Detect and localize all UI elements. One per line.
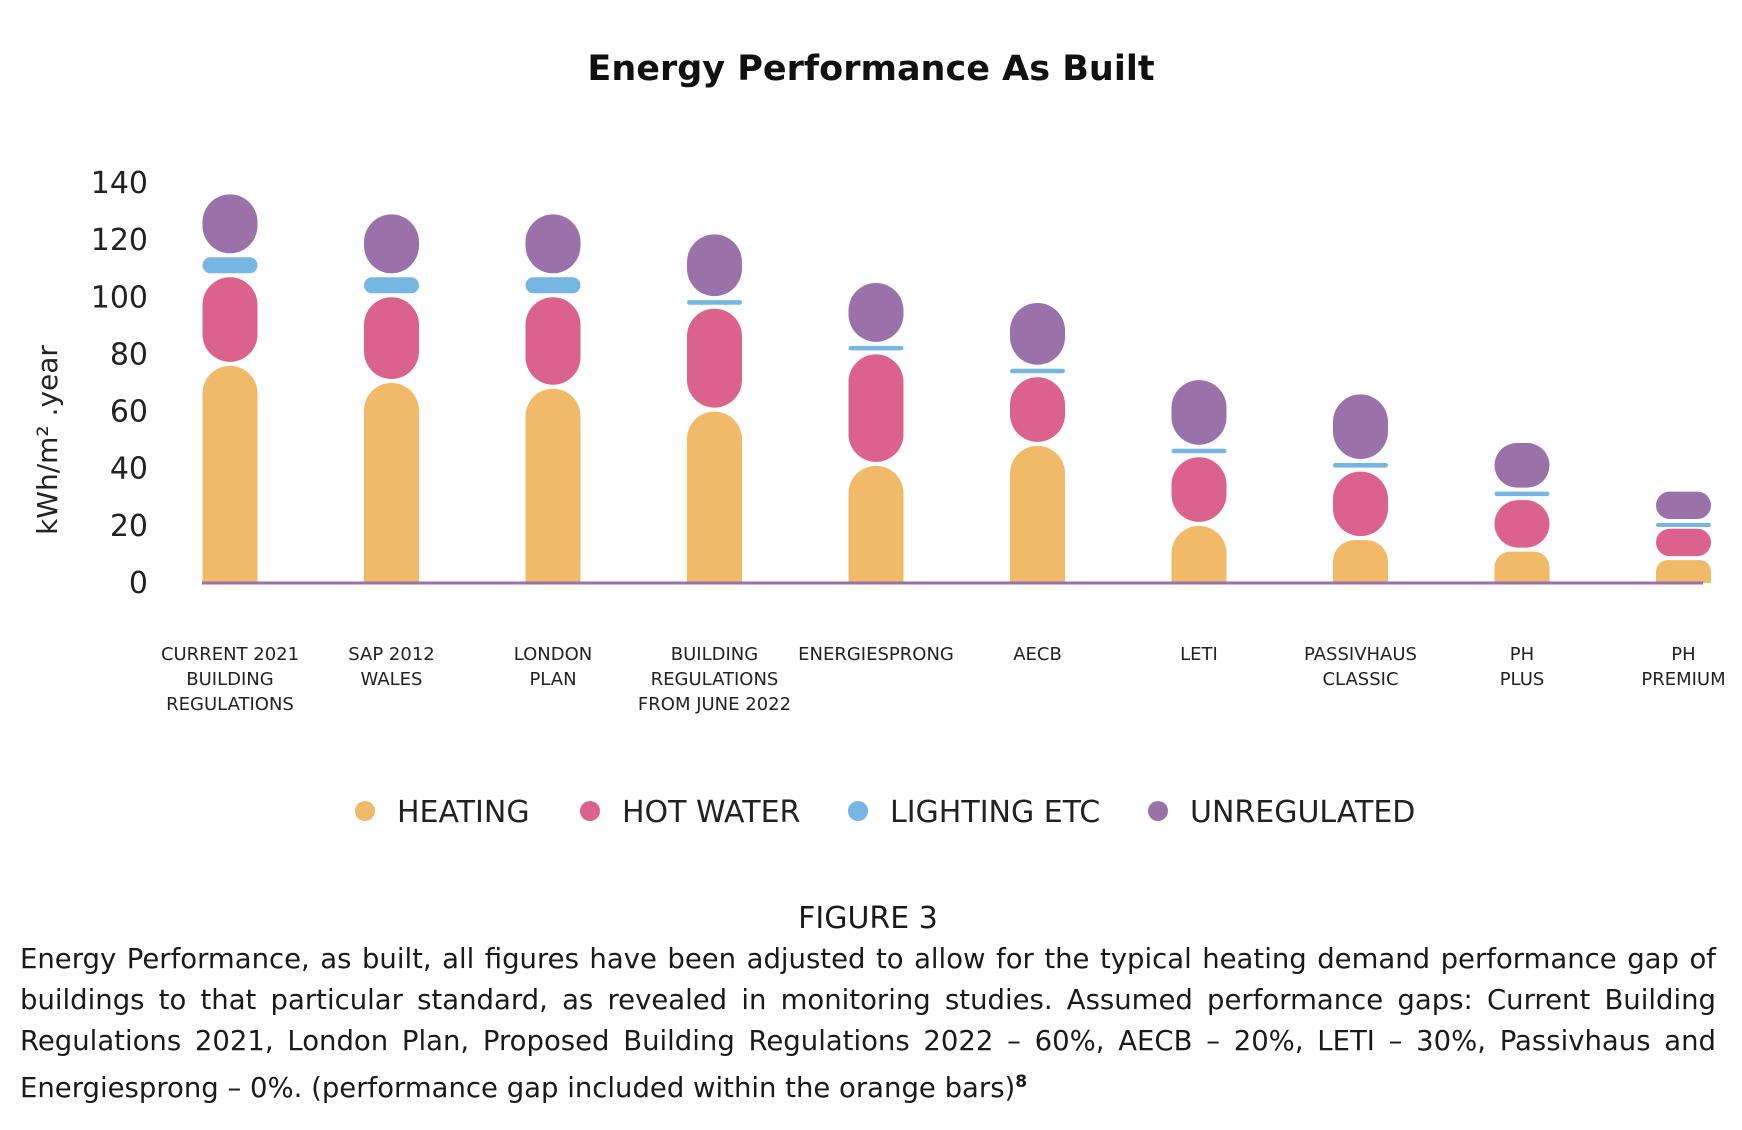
bar-lighting-etc xyxy=(364,277,419,294)
bar-lighting-etc xyxy=(1171,448,1227,454)
bar-lighting-etc xyxy=(687,300,742,305)
bar-hot-water xyxy=(687,308,742,408)
legend-label: HEATING xyxy=(397,795,530,830)
figure-label: FIGURE 3 xyxy=(798,901,938,936)
x-category-label: REGULATIONS xyxy=(651,669,779,690)
legend: HEATING HOT WATER LIGHTING ETC UNREGULATED xyxy=(355,795,1415,830)
bar-unregulated xyxy=(1171,380,1227,445)
bar-heating-base xyxy=(1656,571,1711,583)
bar-lighting-etc xyxy=(1333,463,1388,468)
y-tick-label: 80 xyxy=(110,337,148,372)
bar-unregulated xyxy=(202,194,258,254)
x-category-label: BUILDING xyxy=(186,669,273,690)
bar-hot-water xyxy=(1171,457,1227,522)
y-tick-label: 120 xyxy=(91,223,148,258)
bars xyxy=(202,194,1711,583)
bar-hot-water xyxy=(525,297,581,385)
bar-unregulated xyxy=(525,214,581,274)
bar-unregulated xyxy=(364,214,419,274)
bar-heating-base xyxy=(1010,514,1065,583)
bar-hot-water xyxy=(364,297,419,379)
x-category-label: PASSIVHAUS xyxy=(1304,644,1417,665)
legend-swatch xyxy=(355,801,375,821)
bar-lighting-etc xyxy=(1494,491,1550,497)
x-category-label: CURRENT 2021 xyxy=(161,644,299,665)
x-category-label: ENERGIESPRONG xyxy=(798,644,954,665)
x-category-label: LONDON xyxy=(514,644,593,665)
legend-swatch xyxy=(580,801,600,821)
x-category-label: LETI xyxy=(1180,644,1218,665)
x-category-label: AECB xyxy=(1013,644,1062,665)
y-tick-label: 20 xyxy=(110,509,148,544)
x-category-label: PLAN xyxy=(529,669,576,690)
bar-hot-water xyxy=(848,354,904,462)
bar-heating-base xyxy=(525,485,581,583)
bar-unregulated xyxy=(1010,303,1065,365)
figure-description: Energy Performance, as built, all figure… xyxy=(20,939,1716,1109)
x-category-label: FROM JUNE 2022 xyxy=(638,694,791,715)
bar-heating-base xyxy=(687,497,742,583)
bar-lighting-etc xyxy=(1010,368,1065,374)
bar-heating-base xyxy=(1494,567,1550,583)
legend-swatch xyxy=(848,801,868,821)
x-category-label: SAP 2012 xyxy=(348,644,434,665)
footnote-marker: 8 xyxy=(1015,1072,1028,1092)
legend-label: HOT WATER xyxy=(622,795,800,830)
x-category-label: REGULATIONS xyxy=(166,694,294,715)
bar-unregulated xyxy=(687,234,742,297)
bar-hot-water xyxy=(1656,528,1711,557)
x-category-label: CLASSIC xyxy=(1322,669,1398,690)
bar-lighting-etc xyxy=(525,277,581,294)
chart: Energy Performance As Built kWh/m² .year… xyxy=(31,49,1726,830)
bar-heating-base xyxy=(364,483,419,583)
bar-unregulated xyxy=(848,283,904,342)
x-category-label: PLUS xyxy=(1500,669,1545,690)
x-category-label: PH xyxy=(1671,644,1695,665)
y-axis-label-group: kWh/m² .year xyxy=(31,345,64,535)
figure-caption: FIGURE 3 Energy Performance, as built, a… xyxy=(20,898,1716,1109)
bar-lighting-etc xyxy=(1656,523,1711,527)
bar-heating-base xyxy=(1333,561,1388,583)
x-category-label: WALES xyxy=(361,669,423,690)
x-category-label: BUILDING xyxy=(671,644,758,665)
y-tick-label: 100 xyxy=(91,280,148,315)
x-category-label: PH xyxy=(1510,644,1534,665)
y-ticks: 0 20 40 60 80 100 120 140 xyxy=(91,166,148,601)
bar-heating-base xyxy=(1171,554,1227,583)
x-categories: CURRENT 2021 BUILDING REGULATIONS SAP 2012 W… xyxy=(161,644,1726,715)
chart-title: Energy Performance As Built xyxy=(587,49,1154,89)
y-tick-label: 40 xyxy=(110,452,148,487)
bar-lighting-etc xyxy=(202,257,258,274)
bar-heating-base xyxy=(848,524,904,583)
y-axis-label: kWh/m² .year xyxy=(31,345,64,535)
bar-unregulated xyxy=(1333,394,1388,459)
bar-hot-water xyxy=(1010,377,1065,442)
bar-hot-water xyxy=(1333,471,1388,537)
legend-label: LIGHTING ETC xyxy=(890,795,1100,830)
legend-label: UNREGULATED xyxy=(1190,795,1415,830)
x-category-label: PREMIUM xyxy=(1641,669,1725,690)
y-tick-label: 0 xyxy=(129,566,148,601)
legend-swatch xyxy=(1148,801,1168,821)
y-tick-label: 60 xyxy=(110,395,148,430)
bar-lighting-etc xyxy=(848,345,904,351)
bar-heating-base xyxy=(202,474,258,583)
bar-unregulated xyxy=(1494,443,1550,488)
bar-hot-water xyxy=(202,277,258,362)
bar-unregulated xyxy=(1656,491,1711,519)
figure-description-text: Energy Performance, as built, all figure… xyxy=(20,943,1716,1105)
y-tick-label: 140 xyxy=(91,166,148,201)
bar-hot-water xyxy=(1494,500,1550,548)
